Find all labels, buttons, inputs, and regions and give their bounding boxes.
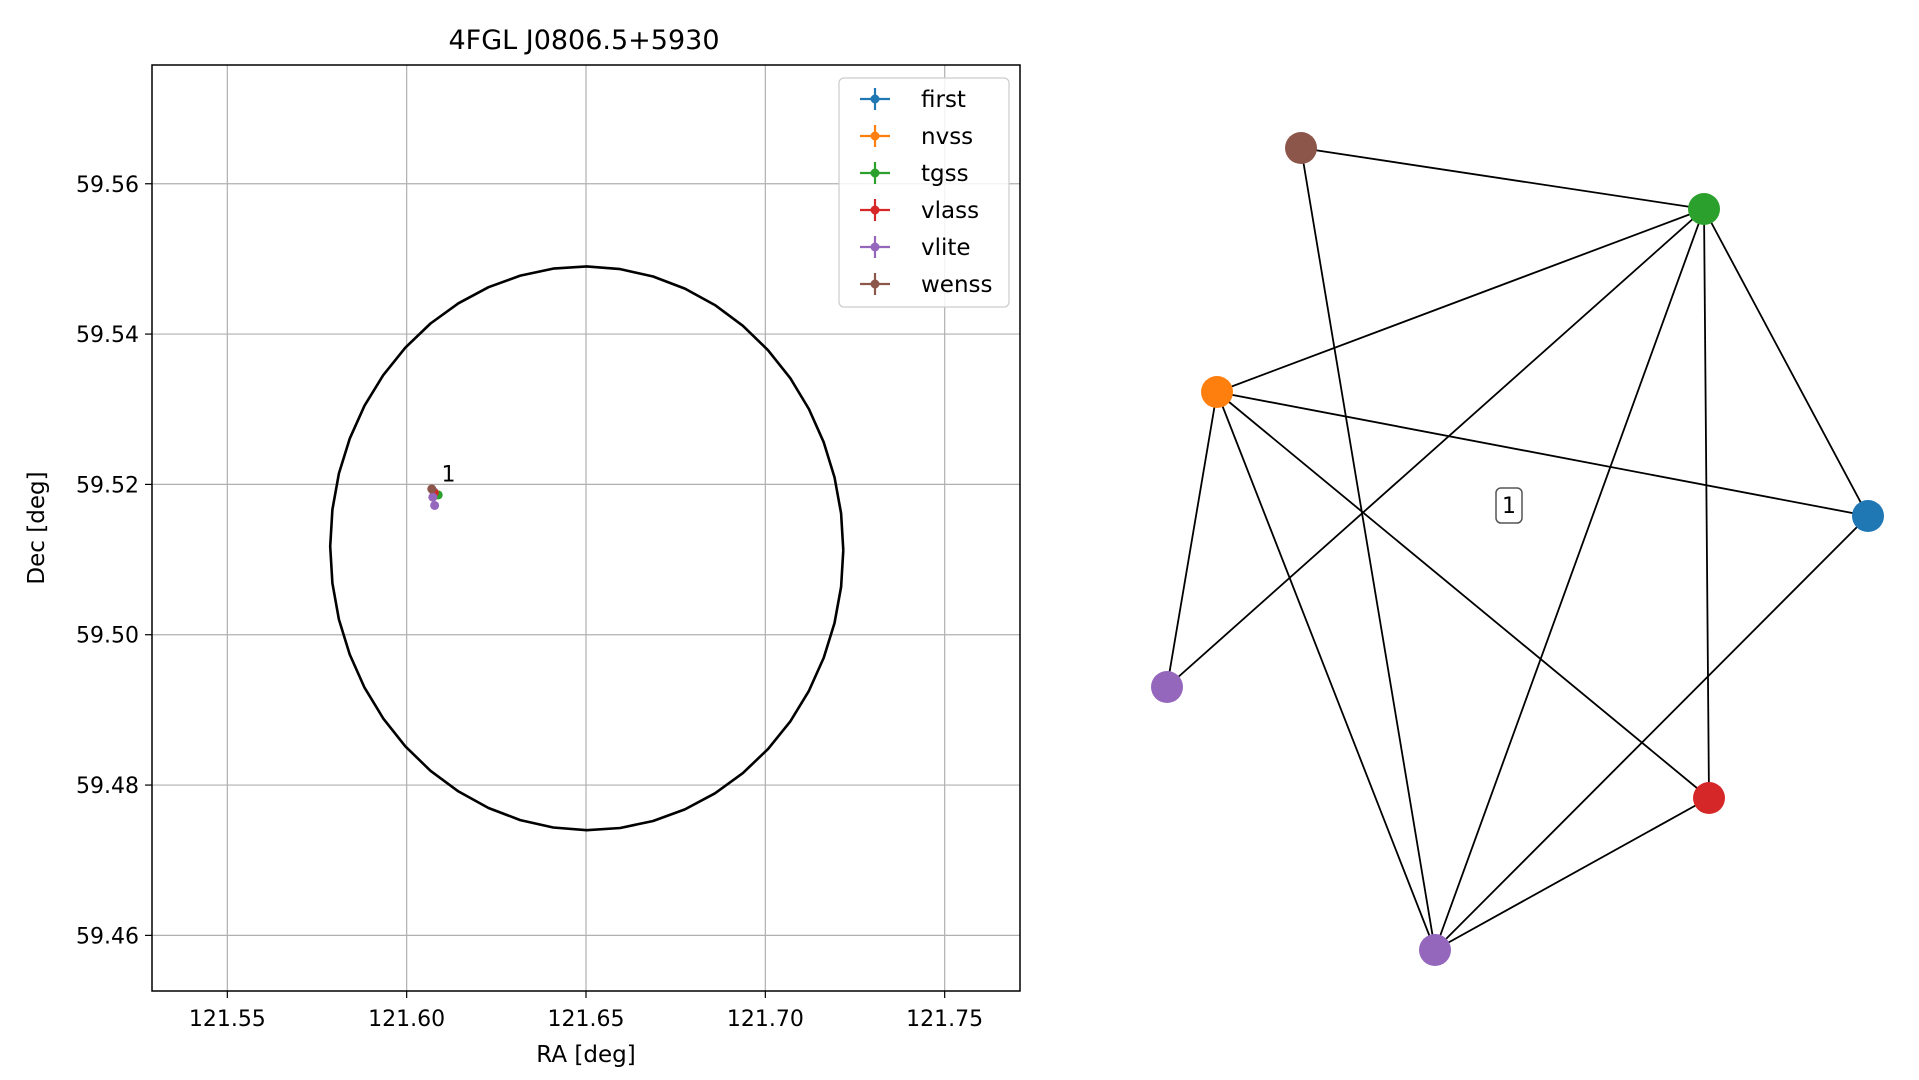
network-nodes <box>1151 132 1884 966</box>
legend-marker <box>870 205 880 215</box>
legend-entry-vlass: vlass <box>860 198 979 224</box>
vlite-point <box>428 492 438 502</box>
x-axis-ticks: 121.55 121.60 121.65 121.70 121.75 <box>189 991 983 1032</box>
legend-label: vlass <box>921 198 979 224</box>
edge-tgss-nvss <box>1216 208 1705 393</box>
legend-label: first <box>921 87 966 113</box>
legend-label: wenss <box>921 272 993 298</box>
network-label: 1 <box>1502 494 1516 519</box>
edge-wenss-tgss <box>1300 147 1705 210</box>
edge-tgss-vlass <box>1703 208 1710 799</box>
edge-nvss-first <box>1216 391 1869 517</box>
x-tick-label: 121.55 <box>189 1007 266 1032</box>
legend-marker <box>870 279 880 289</box>
legend-marker <box>870 242 880 252</box>
error-ellipse <box>328 265 845 832</box>
network-label-box: 1 <box>1495 487 1523 524</box>
vlite-marker <box>430 500 440 510</box>
data-points <box>427 484 443 510</box>
legend-label: tgss <box>921 161 969 187</box>
node-first <box>1852 500 1884 532</box>
vlite-marker <box>428 492 438 502</box>
edge-tgss-vlite_b <box>1434 208 1705 951</box>
legend-label: vlite <box>921 235 971 261</box>
edge-nvss-vlite_a <box>1166 391 1218 688</box>
edge-nvss-vlite_b <box>1216 391 1436 951</box>
node-nvss <box>1201 376 1233 408</box>
chart-title: 4FGL J0806.5+5930 <box>448 25 719 56</box>
legend: first nvss tgss vlass vlite wenss <box>838 77 1010 308</box>
scatter-panel: 4FGL J0806.5+5930 1 121.55 121.60 121.65 12… <box>24 25 1021 1068</box>
wenss-marker <box>427 484 437 494</box>
y-tick-label: 59.52 <box>76 473 139 498</box>
legend-entry-tgss: tgss <box>860 161 969 187</box>
x-tick-label: 121.75 <box>906 1007 983 1032</box>
legend-label: nvss <box>921 124 973 150</box>
node-vlass <box>1693 782 1725 814</box>
legend-marker <box>870 94 880 104</box>
x-axis-label: RA [deg] <box>536 1042 635 1068</box>
edge-vlite_b-vlass <box>1434 797 1710 951</box>
y-axis-ticks: 59.46 59.48 59.50 59.52 59.54 59.56 <box>76 173 152 949</box>
legend-marker <box>870 131 880 141</box>
network-edges <box>1166 147 1869 951</box>
vlite-point <box>430 500 440 510</box>
x-tick-label: 121.65 <box>548 1007 625 1032</box>
node-vlite_b <box>1419 934 1451 966</box>
network-panel: 1 <box>1151 132 1884 966</box>
y-tick-label: 59.46 <box>76 924 139 949</box>
network-label-frame <box>1495 487 1523 524</box>
edge-tgss-first <box>1703 208 1869 517</box>
edge-wenss-vlite_b <box>1300 147 1436 951</box>
edge-vlite_b-first <box>1434 515 1869 951</box>
node-vlite_a <box>1151 671 1183 703</box>
edge-tgss-vlite_a <box>1166 208 1705 688</box>
node-tgss <box>1688 193 1720 225</box>
legend-entry-nvss: nvss <box>860 124 973 150</box>
y-axis-label: Dec [deg] <box>24 471 50 584</box>
wenss-point <box>427 484 437 494</box>
y-tick-label: 59.50 <box>76 624 139 649</box>
node-wenss <box>1285 132 1317 164</box>
x-tick-label: 121.60 <box>368 1007 445 1032</box>
edge-nvss-vlass <box>1216 391 1710 799</box>
legend-entry-first: first <box>860 87 966 113</box>
error-ellipse-layer <box>328 265 845 832</box>
y-tick-label: 59.56 <box>76 173 139 198</box>
y-tick-label: 59.48 <box>76 774 139 799</box>
legend-entry-vlite: vlite <box>860 235 971 261</box>
y-tick-label: 59.54 <box>76 323 139 348</box>
legend-marker <box>870 168 880 178</box>
point-annotation: 1 <box>441 462 455 487</box>
annotations: 1 <box>441 462 455 487</box>
x-tick-label: 121.70 <box>727 1007 804 1032</box>
legend-entry-wenss: wenss <box>860 272 993 298</box>
